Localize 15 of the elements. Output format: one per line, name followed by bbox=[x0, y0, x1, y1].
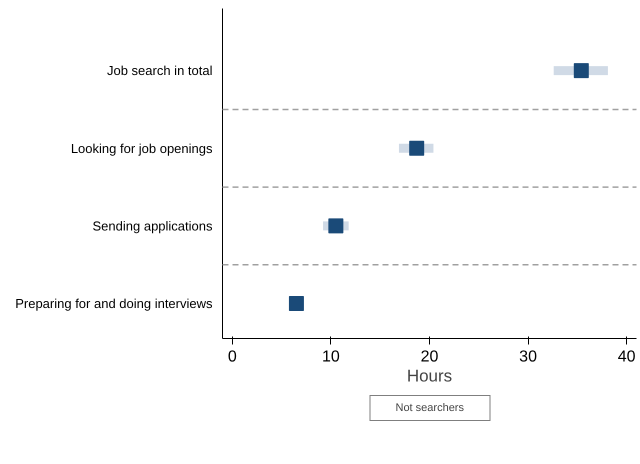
point bbox=[328, 218, 344, 234]
y-tick-label: Job search in total bbox=[106, 63, 213, 78]
x-tick-label: 10 bbox=[322, 348, 340, 366]
text: Not searchers bbox=[396, 402, 465, 414]
x-tick-label: 20 bbox=[420, 348, 438, 366]
x-tick-label: 40 bbox=[618, 348, 636, 366]
y-tick-label: Looking for job openings bbox=[70, 140, 213, 156]
y-tick-label: Sending applications bbox=[92, 218, 213, 234]
point bbox=[288, 296, 304, 312]
y-tick-label: Preparing for and doing interviews bbox=[15, 296, 213, 312]
x-axis-title: Hours bbox=[406, 366, 452, 386]
point bbox=[409, 140, 424, 156]
x-tick-label: 30 bbox=[519, 348, 538, 366]
x-tick-label: 0 bbox=[228, 348, 237, 366]
point bbox=[574, 63, 589, 78]
